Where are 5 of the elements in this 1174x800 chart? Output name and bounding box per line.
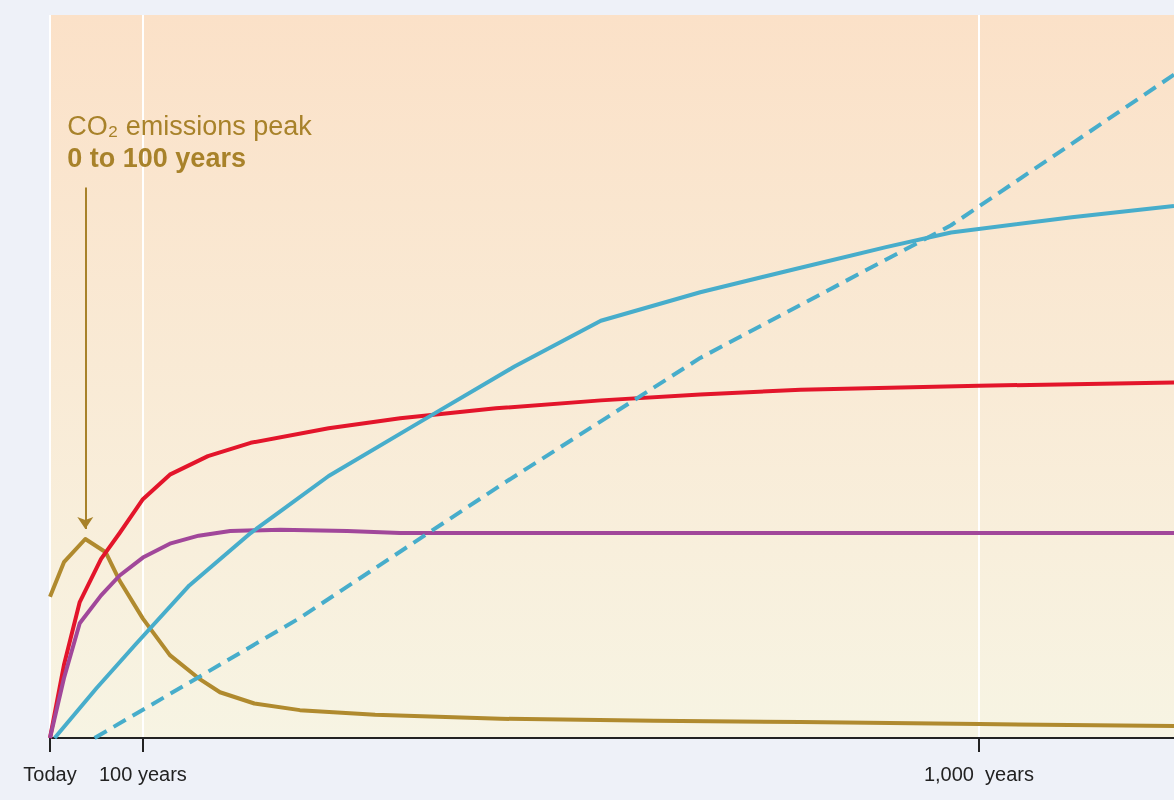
annotation: 0 to 100 years <box>67 143 246 174</box>
x-tick-label: 100 years <box>98 763 187 785</box>
annotation: CO₂ emissions peak <box>67 111 313 142</box>
x-tick-label: 1,000 years <box>923 763 1034 785</box>
x-tick-label: Today <box>23 763 77 785</box>
